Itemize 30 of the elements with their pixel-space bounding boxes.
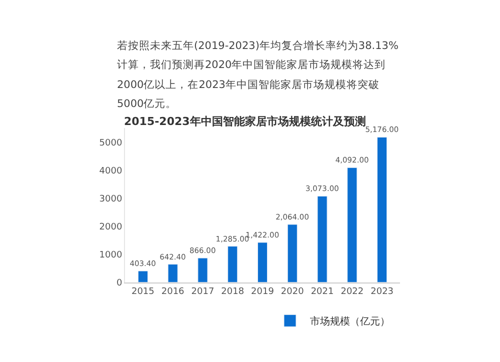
- x-tick-label: 2017: [191, 287, 214, 298]
- y-tick-label: 4000: [99, 166, 122, 176]
- bar: [228, 246, 238, 282]
- x-tick-label: 2021: [310, 287, 334, 298]
- x-tick-label: 2018: [221, 287, 244, 298]
- text: 若按照未来五年(2019-2023)年均复合增长率约为38.13%: [117, 39, 398, 52]
- bar: [317, 196, 328, 282]
- chart-title: 2015-2023年中国智能家居市场规模统计及预测: [124, 115, 366, 128]
- y-tick-label: 3000: [99, 194, 122, 204]
- text: 计算，我们预测再2020年中国智能家居市场规模将达到: [117, 58, 386, 71]
- x-tick-label: 2015: [131, 287, 154, 298]
- y-tick-label: 5000: [99, 138, 122, 148]
- bar: [168, 264, 178, 282]
- x-tick-label: 2023: [370, 287, 394, 298]
- legend-label: 市场规模（亿元）: [310, 316, 390, 328]
- bar: [257, 242, 268, 282]
- x-tick-label: 2016: [161, 287, 185, 298]
- y-tick-label: 0: [116, 278, 122, 288]
- y-tick-label: 1000: [99, 250, 122, 260]
- y-tick-label: 2000: [99, 222, 122, 232]
- x-tick-label: 2019: [251, 287, 274, 298]
- x-tick-label: 2022: [340, 287, 364, 298]
- bar: [377, 136, 388, 282]
- bar: [287, 224, 298, 282]
- bar: [138, 270, 148, 282]
- x-tick-label: 2020: [280, 287, 304, 298]
- bar: [198, 258, 208, 282]
- text: 5000亿元。: [117, 98, 177, 110]
- text: 2000亿以上，在2023年中国智能家居市场规模将突破: [117, 78, 380, 91]
- bar: [347, 167, 358, 282]
